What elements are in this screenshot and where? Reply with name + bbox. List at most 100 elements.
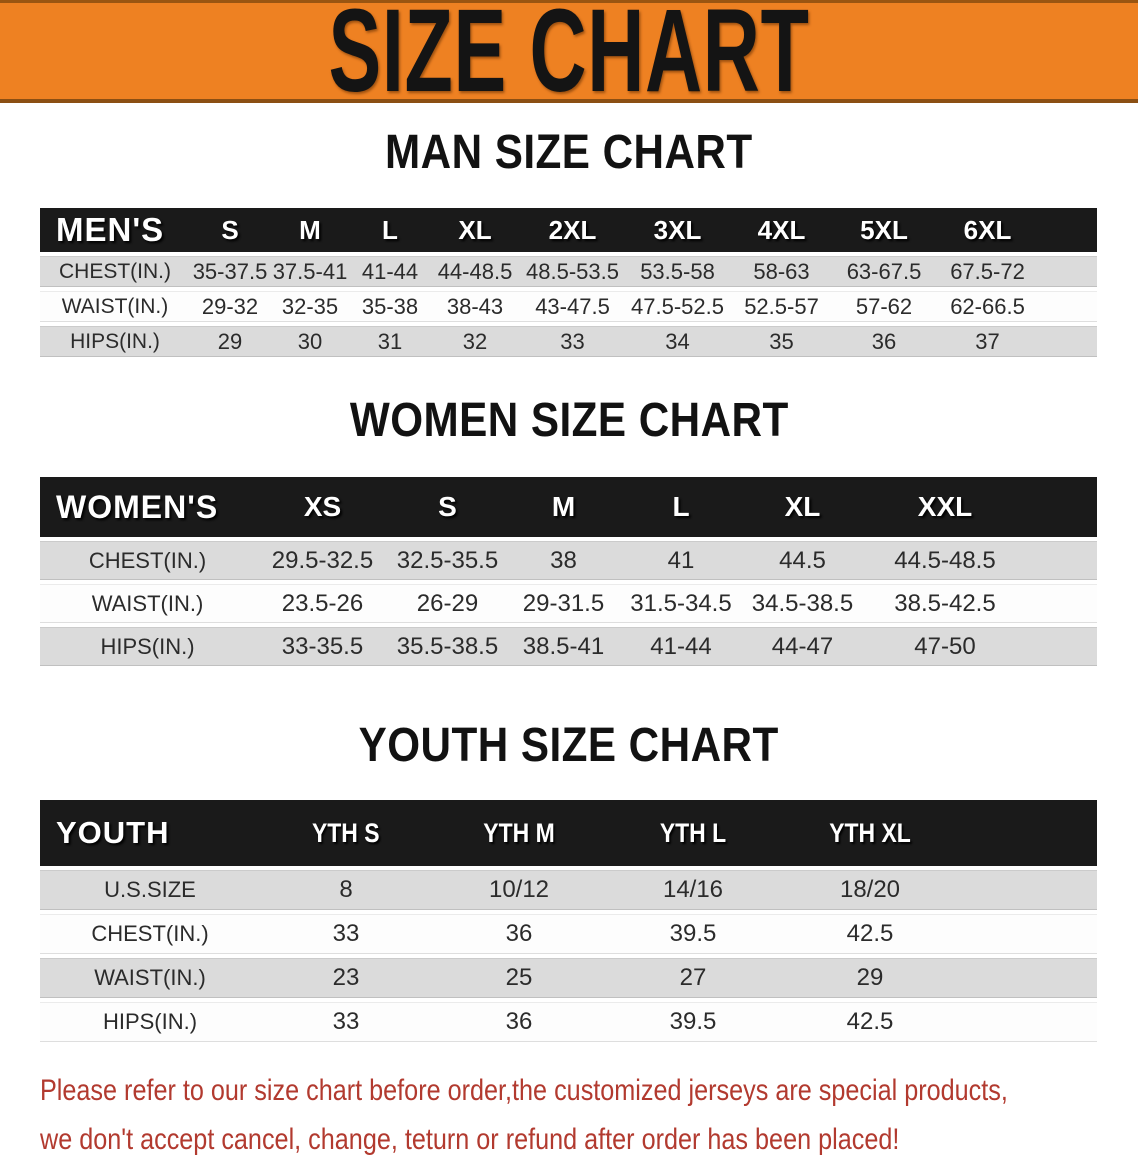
size-value-cell: 37 [935, 326, 1040, 357]
row-spacer [960, 914, 1097, 954]
size-value-cell: 42.5 [780, 914, 960, 954]
size-column-header: L [622, 477, 740, 537]
size-column-header: YTH S [260, 800, 432, 866]
women-header-label: WOMEN'S [40, 477, 255, 537]
size-value-cell: 8 [260, 870, 432, 910]
women-chest-row: CHEST(IN.) 29.5-32.5 32.5-35.5 38 41 44.… [40, 541, 1097, 580]
row-spacer [1025, 627, 1097, 666]
size-value-cell: 32.5-35.5 [390, 541, 505, 580]
men-hips-row: HIPS(IN.) 29 30 31 32 33 34 35 36 37 [40, 326, 1097, 357]
size-column-header: YTH XL [780, 800, 960, 866]
size-value-cell: 36 [833, 326, 935, 357]
page-title: SIZE CHART [328, 0, 810, 117]
footer-note-line2: we don't accept cancel, change, teturn o… [40, 1123, 900, 1156]
men-header-row: MEN'S S M L XL 2XL 3XL 4XL 5XL 6XL [40, 208, 1097, 252]
men-waist-row: WAIST(IN.) 29-32 32-35 35-38 38-43 43-47… [40, 291, 1097, 322]
size-value-cell: 31 [350, 326, 430, 357]
size-value-cell: 29-31.5 [505, 584, 622, 623]
size-value-cell: 31.5-34.5 [622, 584, 740, 623]
size-value-cell: 35-37.5 [190, 256, 270, 287]
size-value-cell: 27 [606, 958, 780, 998]
size-column-header: 4XL [730, 208, 833, 252]
youth-waist-row: WAIST(IN.) 23 25 27 29 [40, 958, 1097, 998]
size-column-header: XXL [865, 477, 1025, 537]
size-value-cell: 34.5-38.5 [740, 584, 865, 623]
size-column-header: L [350, 208, 430, 252]
size-value-cell: 52.5-57 [730, 291, 833, 322]
size-value-cell: 41-44 [622, 627, 740, 666]
men-header-label: MEN'S [40, 208, 190, 252]
section-heading-man: MAN SIZE CHART [0, 127, 1138, 187]
section-heading-women-text: WOMEN SIZE CHART [349, 394, 789, 447]
size-value-cell: 36 [432, 1002, 606, 1042]
size-value-cell: 67.5-72 [935, 256, 1040, 287]
size-value-cell: 23 [260, 958, 432, 998]
size-value-cell: 53.5-58 [625, 256, 730, 287]
size-value-cell: 41 [622, 541, 740, 580]
size-value-cell: 32 [430, 326, 520, 357]
row-spacer [1040, 256, 1097, 287]
size-column-header: 2XL [520, 208, 625, 252]
row-label: CHEST(IN.) [40, 256, 190, 287]
women-header-row: WOMEN'S XS S M L XL XXL [40, 477, 1097, 537]
row-label: U.S.SIZE [40, 870, 260, 910]
row-label: WAIST(IN.) [40, 958, 260, 998]
size-value-cell: 43-47.5 [520, 291, 625, 322]
section-heading-man-text: MAN SIZE CHART [385, 126, 753, 179]
section-heading-women: WOMEN SIZE CHART [0, 395, 1138, 455]
size-value-cell: 29 [190, 326, 270, 357]
row-spacer [1040, 291, 1097, 322]
youth-chest-row: CHEST(IN.) 33 36 39.5 42.5 [40, 914, 1097, 954]
size-column-header: S [390, 477, 505, 537]
size-column-header: M [270, 208, 350, 252]
row-spacer [960, 1002, 1097, 1042]
size-value-cell: 33 [260, 914, 432, 954]
size-column-header: 6XL [935, 208, 1040, 252]
size-value-cell: 41-44 [350, 256, 430, 287]
size-value-cell: 38.5-42.5 [865, 584, 1025, 623]
size-value-cell: 33-35.5 [255, 627, 390, 666]
size-value-cell: 29 [780, 958, 960, 998]
row-spacer [1025, 541, 1097, 580]
size-value-cell: 29-32 [190, 291, 270, 322]
size-value-cell: 34 [625, 326, 730, 357]
row-spacer [1025, 584, 1097, 623]
size-value-cell: 38 [505, 541, 622, 580]
row-label: HIPS(IN.) [40, 627, 255, 666]
footer-note: Please refer to our size chart before or… [40, 1066, 1138, 1164]
size-column-header: 3XL [625, 208, 730, 252]
footer-note-line1: Please refer to our size chart before or… [40, 1074, 1008, 1107]
size-column-header-text: YTH M [483, 817, 555, 848]
size-column-header: XL [740, 477, 865, 537]
size-value-cell: 35-38 [350, 291, 430, 322]
size-value-cell: 57-62 [833, 291, 935, 322]
size-value-cell: 38-43 [430, 291, 520, 322]
size-column-header: S [190, 208, 270, 252]
size-value-cell: 48.5-53.5 [520, 256, 625, 287]
size-value-cell: 29.5-32.5 [255, 541, 390, 580]
youth-ussize-row: U.S.SIZE 8 10/12 14/16 18/20 [40, 870, 1097, 910]
size-column-header: XL [430, 208, 520, 252]
size-column-header: M [505, 477, 622, 537]
row-spacer [1040, 326, 1097, 357]
size-value-cell: 44.5-48.5 [865, 541, 1025, 580]
size-value-cell: 47-50 [865, 627, 1025, 666]
row-label: WAIST(IN.) [40, 584, 255, 623]
size-column-header-text: YTH L [659, 817, 727, 848]
size-value-cell: 47.5-52.5 [625, 291, 730, 322]
row-spacer [960, 870, 1097, 910]
size-value-cell: 35 [730, 326, 833, 357]
size-value-cell: 35.5-38.5 [390, 627, 505, 666]
size-value-cell: 44-47 [740, 627, 865, 666]
size-value-cell: 14/16 [606, 870, 780, 910]
size-value-cell: 37.5-41 [270, 256, 350, 287]
row-label: WAIST(IN.) [40, 291, 190, 322]
size-value-cell: 39.5 [606, 914, 780, 954]
youth-size-table: YOUTH YTH S YTH M YTH L YTH XL U.S.SIZE … [40, 796, 1097, 1046]
men-size-table: MEN'S S M L XL 2XL 3XL 4XL 5XL 6XL CHEST… [40, 204, 1097, 361]
section-heading-youth: YOUTH SIZE CHART [0, 720, 1138, 780]
size-value-cell: 10/12 [432, 870, 606, 910]
size-column-header-text: YTH XL [829, 817, 911, 848]
size-column-header: XS [255, 477, 390, 537]
size-chart-banner: SIZE CHART [0, 0, 1138, 117]
